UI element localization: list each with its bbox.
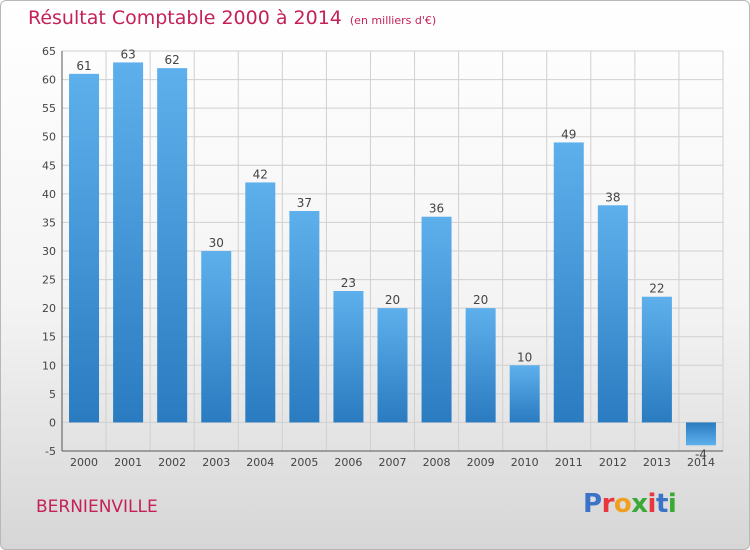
x-tick-label: 2005 — [290, 456, 318, 469]
chart-title-text: Résultat Comptable 2000 à 2014 — [28, 7, 342, 29]
y-tick-label: 10 — [42, 359, 56, 372]
y-tick-label: 35 — [42, 216, 56, 229]
bar-2014 — [685, 422, 716, 446]
x-tick-label: 2012 — [599, 456, 627, 469]
bar-2008 — [421, 216, 452, 423]
value-label: -4 — [695, 447, 707, 461]
y-tick-label: 5 — [49, 388, 56, 401]
logo-letter: i — [667, 489, 677, 519]
y-tick-label: 0 — [49, 416, 56, 429]
logo-letter: x — [631, 489, 648, 519]
logo-letter: o — [613, 489, 632, 519]
bar-2000 — [69, 73, 100, 423]
bar-2011 — [553, 142, 584, 423]
value-label: 20 — [385, 293, 400, 307]
value-label: 30 — [209, 236, 224, 250]
value-labels: 61 63 62 30 42 37 23 20 36 20 10 49 38 22 -4 — [76, 47, 707, 461]
y-tick-label: 65 — [42, 45, 56, 58]
value-label: 22 — [649, 282, 664, 296]
value-label: 61 — [76, 59, 91, 73]
y-tick-label: 45 — [42, 159, 56, 172]
value-label: 23 — [341, 276, 356, 290]
y-tick-label: 60 — [42, 74, 56, 87]
bar-2003 — [201, 251, 232, 423]
x-tick-label: 2004 — [246, 456, 274, 469]
bar-2001 — [113, 62, 144, 423]
bar-2010 — [509, 365, 540, 423]
x-tick-label: 2008 — [423, 456, 451, 469]
chart-subtitle: (en milliers d'€) — [349, 14, 437, 27]
logo-letter: P — [583, 489, 602, 519]
value-label: 49 — [561, 127, 576, 141]
y-tick-label: 30 — [42, 245, 56, 258]
y-tick-label: 25 — [42, 274, 56, 287]
y-tick-label: 20 — [42, 302, 56, 315]
value-label: 20 — [473, 293, 488, 307]
bar-2005 — [289, 211, 320, 423]
x-tick-label: 2007 — [379, 456, 407, 469]
value-label: 10 — [517, 350, 532, 364]
axes: -5 0 5 10 15 20 25 30 35 40 45 50 55 60 65 2000 2001 2002… — [42, 45, 723, 469]
x-tick-label: 2009 — [467, 456, 495, 469]
bar-2007 — [377, 308, 408, 423]
y-tick-label: 40 — [42, 188, 56, 201]
bar-2013 — [641, 296, 672, 423]
x-tick-label: 2003 — [202, 456, 230, 469]
value-label: 62 — [165, 53, 180, 67]
value-label: 63 — [120, 47, 135, 61]
chart-title: Résultat Comptable 2000 à 2014 (en millie… — [28, 7, 436, 29]
logo-letter: r — [601, 489, 615, 519]
bar-2004 — [245, 182, 276, 423]
y-tick-label: 55 — [42, 102, 56, 115]
value-label: 36 — [429, 202, 444, 216]
x-tick-label: 2013 — [643, 456, 671, 469]
value-label: 37 — [297, 196, 312, 210]
y-tick-label: -5 — [45, 445, 56, 458]
bar-2009 — [465, 308, 496, 423]
x-tick-label: 2011 — [555, 456, 583, 469]
logo-letter: t — [655, 489, 668, 519]
bar-2006 — [333, 291, 364, 423]
bar-2012 — [597, 205, 628, 423]
x-tick-label: 2001 — [114, 456, 142, 469]
x-tick-label: 2006 — [334, 456, 362, 469]
commune-name: BERNIENVILLE — [36, 497, 158, 517]
proxiti-logo[interactable]: Proxiti — [583, 489, 677, 519]
y-tick-label: 50 — [42, 131, 56, 144]
x-tick-label: 2014 — [687, 456, 715, 469]
y-tick-label: 15 — [42, 331, 56, 344]
x-tick-label: 2002 — [158, 456, 186, 469]
x-tick-label: 2000 — [70, 456, 98, 469]
bar-2002 — [157, 68, 188, 423]
bars — [69, 62, 716, 446]
value-label: 38 — [605, 190, 620, 204]
x-tick-label: 2010 — [511, 456, 539, 469]
logo-letter: i — [647, 489, 657, 519]
value-label: 42 — [253, 167, 268, 181]
